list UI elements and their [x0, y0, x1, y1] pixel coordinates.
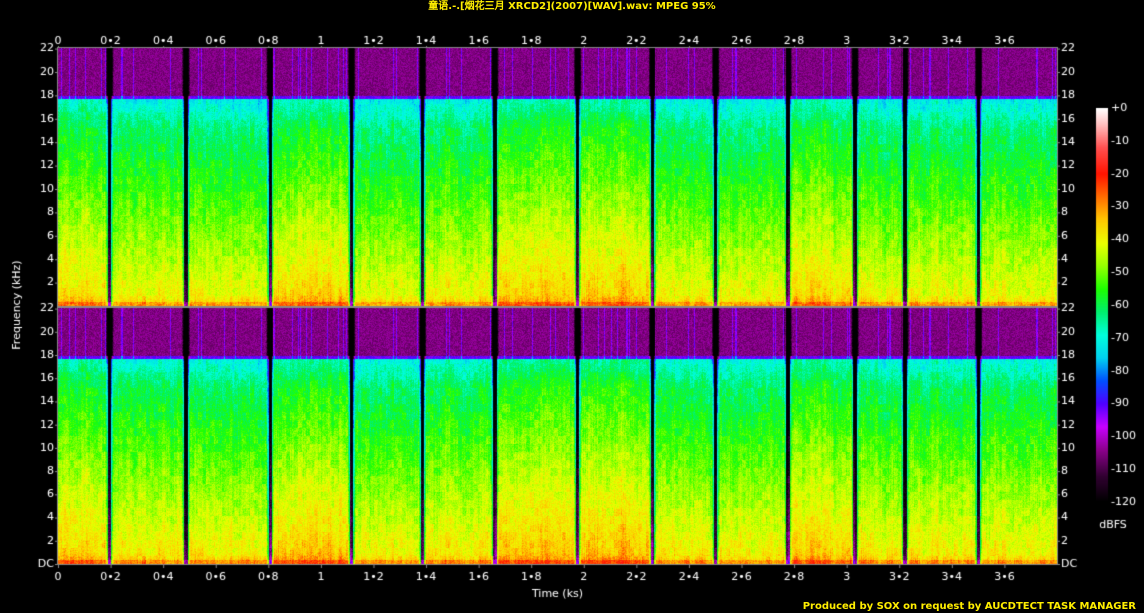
chart-title: 童语.-.[烟花三月 XRCD2](2007)[WAV].wav: MPEG 9…: [428, 1, 716, 12]
credit-text: Produced by SOX on request by AUCDTECT T…: [802, 601, 1136, 612]
